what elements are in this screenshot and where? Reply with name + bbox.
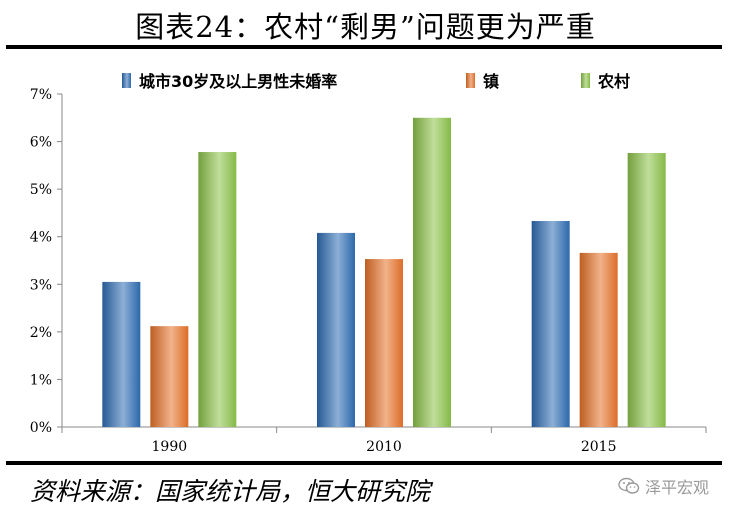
- wechat-icon: [618, 477, 640, 494]
- source-note: 资料来源：国家统计局，恒大研究院: [30, 477, 431, 506]
- brand-name: 泽平宏观: [644, 478, 709, 497]
- y-tick-label: 5%: [30, 182, 52, 198]
- brand-watermark: 泽平宏观: [618, 474, 709, 498]
- title-rule: [6, 45, 722, 49]
- legend-label: 镇: [483, 72, 499, 91]
- y-tick-label: 0%: [30, 420, 52, 436]
- legend-swatch: [466, 73, 475, 88]
- bars: [102, 117, 666, 428]
- bar-chart: 城市30岁及以上男性未婚率 镇 农村 0% 1% 2% 3% 4% 5% 6% 7% 1990 201…: [30, 72, 707, 455]
- footer-rule: [6, 461, 722, 465]
- x-tick-label: 2010: [366, 439, 402, 455]
- legend-swatch: [122, 73, 131, 88]
- y-tick-label: 2%: [30, 325, 52, 341]
- chart-title: 图表24：农村“剩男”问题更为严重: [135, 10, 596, 44]
- y-tick-label: 3%: [30, 277, 52, 293]
- bar-2015-series-2: [579, 252, 618, 427]
- bar-2010-series-2: [365, 259, 403, 427]
- x-tick-label: 2015: [581, 439, 617, 455]
- bar-1990-series-1: [102, 281, 141, 427]
- bar-1990-series-2: [150, 326, 189, 427]
- y-tick-label: 7%: [30, 87, 52, 103]
- y-tick-label: 6%: [30, 135, 52, 151]
- legend: 城市30岁及以上男性未婚率 镇 农村: [122, 72, 630, 91]
- y-tick-label: 4%: [30, 230, 52, 246]
- bar-2010-series-1: [317, 232, 355, 427]
- legend-label: 农村: [597, 72, 630, 91]
- bar-2015-series-3: [627, 152, 666, 427]
- legend-swatch: [581, 73, 590, 88]
- bar-2010-series-3: [413, 117, 451, 428]
- y-tick-label: 1%: [30, 372, 52, 388]
- bar-2015-series-1: [531, 221, 570, 427]
- x-tick-label: 1990: [152, 439, 188, 455]
- bar-1990-series-3: [198, 152, 237, 427]
- legend-label: 城市30岁及以上男性未婚率: [139, 72, 337, 91]
